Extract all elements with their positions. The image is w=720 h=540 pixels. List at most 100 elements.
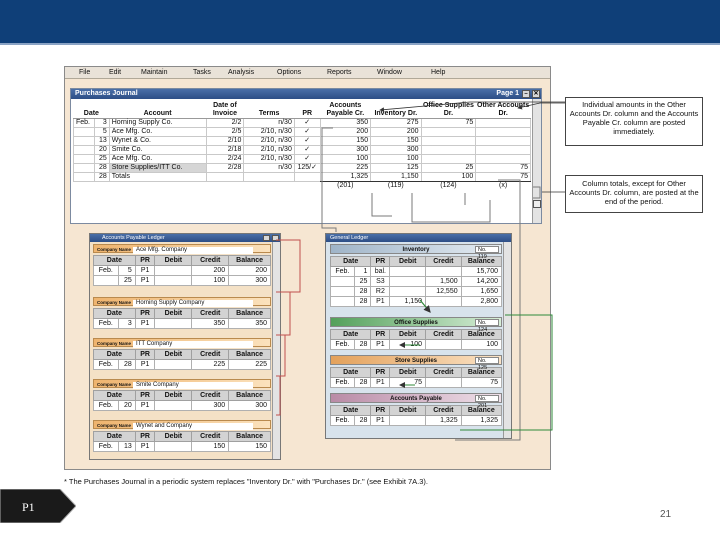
ledger-cell-d[interactable]: 3 bbox=[117, 318, 136, 329]
ledger-cell-credit[interactable]: 200 bbox=[191, 265, 230, 276]
journal-cell-d[interactable]: 20 bbox=[94, 144, 110, 155]
journal-cell-pr[interactable]: ✓ bbox=[293, 126, 321, 137]
account-number-field[interactable]: No. 201 bbox=[475, 395, 499, 409]
ledger-cell-d[interactable]: 28 bbox=[117, 359, 136, 370]
journal-cell-m[interactable] bbox=[72, 162, 96, 173]
journal-cell-oth[interactable] bbox=[475, 117, 531, 128]
ledger-cell-m[interactable]: Feb. bbox=[93, 265, 119, 276]
ledger-cell-debit[interactable] bbox=[389, 286, 426, 297]
ledger-cell-pr[interactable]: S3 bbox=[370, 276, 391, 287]
ledger-cell-m[interactable] bbox=[330, 276, 355, 287]
ledger-cell-m[interactable] bbox=[93, 275, 119, 286]
ledger-cell-bal[interactable]: 1,650 bbox=[460, 286, 503, 297]
general-ledger-scrollbar[interactable] bbox=[503, 242, 511, 438]
ledger-cell-bal[interactable]: 15,700 bbox=[460, 266, 503, 277]
ledger-cell-d[interactable]: 13 bbox=[117, 441, 136, 452]
ledger-cell-bal[interactable]: 75 bbox=[460, 377, 503, 388]
ledger-cell-m[interactable] bbox=[330, 296, 355, 307]
ap-ledger-scrollbar[interactable] bbox=[272, 242, 280, 459]
ledger-cell-pr[interactable]: R2 bbox=[370, 286, 391, 297]
journal-cell-ap[interactable]: 150 bbox=[319, 135, 372, 146]
journal-cell-terms[interactable]: n/30 bbox=[243, 162, 295, 173]
journal-cell-pr[interactable]: ✓ bbox=[293, 153, 321, 164]
ledger-cell-debit[interactable] bbox=[154, 359, 193, 370]
ledger-cell-debit[interactable] bbox=[389, 276, 426, 287]
ledger-cell-debit[interactable] bbox=[389, 415, 426, 426]
company-name-field[interactable]: Smite Company bbox=[133, 382, 254, 389]
menu-file[interactable]: File bbox=[79, 69, 91, 76]
ledger-cell-credit[interactable]: 1,500 bbox=[425, 276, 462, 287]
journal-cell-invd[interactable]: 1,150 bbox=[370, 171, 422, 182]
ledger-cell-pr[interactable]: P1 bbox=[134, 318, 156, 329]
ledger-cell-credit[interactable]: 1,325 bbox=[425, 415, 462, 426]
journal-cell-acct[interactable]: Store Supplies/ITT Co. bbox=[108, 162, 207, 173]
ledger-cell-pr[interactable]: P1 bbox=[370, 377, 391, 388]
journal-cell-inv[interactable] bbox=[205, 171, 245, 182]
ledger-cell-pr[interactable]: P1 bbox=[134, 265, 156, 276]
journal-cell-ap[interactable]: 225 bbox=[319, 162, 372, 173]
journal-cell-os[interactable]: 100 bbox=[420, 171, 477, 182]
journal-cell-pr[interactable]: ✓ bbox=[293, 135, 321, 146]
ledger-cell-m[interactable]: Feb. bbox=[93, 400, 119, 411]
journal-cell-d[interactable]: 5 bbox=[94, 126, 110, 137]
ledger-cell-pr[interactable]: bal. bbox=[370, 266, 391, 277]
journal-cell-invd[interactable]: 100 bbox=[370, 153, 422, 164]
ledger-cell-m[interactable]: Feb. bbox=[330, 377, 355, 388]
ledger-cell-d[interactable]: 28 bbox=[353, 296, 372, 307]
ledger-cell-m[interactable]: Feb. bbox=[93, 318, 119, 329]
ledger-cell-d[interactable]: 28 bbox=[353, 415, 372, 426]
journal-cell-m[interactable] bbox=[72, 135, 96, 146]
journal-cell-pr[interactable] bbox=[293, 171, 321, 182]
journal-cell-os[interactable] bbox=[420, 144, 477, 155]
ledger-cell-pr[interactable]: P1 bbox=[134, 359, 156, 370]
journal-cell-ap[interactable]: 300 bbox=[319, 144, 372, 155]
journal-cell-terms[interactable] bbox=[243, 171, 295, 182]
journal-cell-terms[interactable]: 2/10, n/30 bbox=[243, 144, 295, 155]
close-icon[interactable] bbox=[272, 235, 279, 241]
journal-cell-oth[interactable]: 75 bbox=[475, 162, 531, 173]
journal-cell-oth[interactable] bbox=[475, 126, 531, 137]
journal-cell-d[interactable]: 13 bbox=[94, 135, 110, 146]
journal-cell-invd[interactable]: 125 bbox=[370, 162, 422, 173]
menu-tasks[interactable]: Tasks bbox=[193, 69, 211, 76]
journal-cell-d[interactable]: 25 bbox=[94, 153, 110, 164]
ledger-cell-pr[interactable]: P1 bbox=[134, 400, 156, 411]
ledger-cell-m[interactable]: Feb. bbox=[93, 441, 119, 452]
ledger-cell-pr[interactable]: P1 bbox=[370, 415, 391, 426]
menu-analysis[interactable]: Analysis bbox=[228, 69, 255, 76]
menu-edit[interactable]: Edit bbox=[109, 69, 122, 76]
ledger-cell-credit[interactable] bbox=[425, 296, 462, 307]
journal-cell-acct[interactable]: Totals bbox=[108, 171, 207, 182]
ledger-cell-d[interactable]: 5 bbox=[117, 265, 136, 276]
ledger-cell-credit[interactable]: 350 bbox=[191, 318, 230, 329]
menu-window[interactable]: Window bbox=[377, 69, 402, 76]
journal-cell-os[interactable]: 25 bbox=[420, 162, 477, 173]
scroll-down-icon[interactable] bbox=[533, 200, 541, 208]
journal-cell-ap[interactable]: 1,325 bbox=[319, 171, 372, 182]
ledger-cell-bal[interactable]: 300 bbox=[228, 275, 271, 286]
journal-cell-os[interactable] bbox=[420, 153, 477, 164]
journal-cell-oth[interactable] bbox=[475, 144, 531, 155]
ledger-cell-d[interactable]: 1 bbox=[353, 266, 372, 277]
minimize-icon[interactable]: – bbox=[522, 90, 530, 98]
journal-cell-invd[interactable]: 275 bbox=[370, 117, 422, 128]
ledger-cell-bal[interactable]: 200 bbox=[228, 265, 271, 276]
journal-cell-pr[interactable]: 125/✓ bbox=[293, 162, 321, 173]
journal-cell-ap[interactable]: 100 bbox=[319, 153, 372, 164]
journal-cell-inv[interactable]: 2/24 bbox=[205, 153, 245, 164]
journal-cell-invd[interactable]: 300 bbox=[370, 144, 422, 155]
ledger-cell-pr[interactable]: P1 bbox=[134, 441, 156, 452]
ledger-cell-m[interactable]: Feb. bbox=[330, 266, 355, 277]
ledger-cell-m[interactable]: Feb. bbox=[330, 339, 355, 350]
menu-help[interactable]: Help bbox=[431, 69, 446, 76]
ledger-cell-credit[interactable]: 100 bbox=[191, 275, 230, 286]
ledger-cell-bal[interactable]: 100 bbox=[460, 339, 503, 350]
journal-cell-os[interactable] bbox=[420, 135, 477, 146]
menu-reports[interactable]: Reports bbox=[327, 69, 352, 76]
ledger-cell-pr[interactable]: P1 bbox=[370, 339, 391, 350]
ledger-cell-d[interactable]: 20 bbox=[117, 400, 136, 411]
journal-cell-acct[interactable]: Horning Supply Co. bbox=[108, 117, 207, 128]
journal-cell-acct[interactable]: Smite Co. bbox=[108, 144, 207, 155]
ledger-cell-credit[interactable]: 225 bbox=[191, 359, 230, 370]
journal-cell-oth[interactable] bbox=[475, 153, 531, 164]
